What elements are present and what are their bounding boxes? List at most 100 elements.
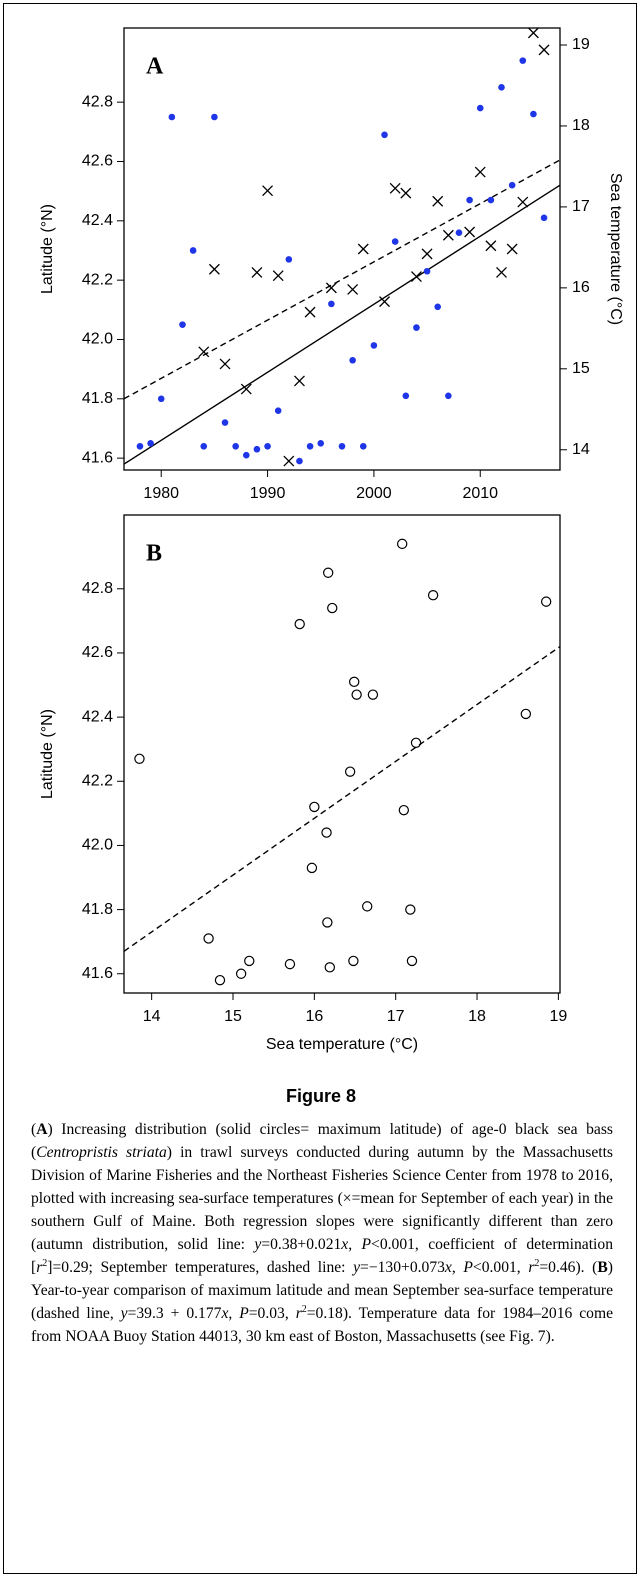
data-point [506, 243, 518, 255]
caption-text: x [444, 1259, 452, 1276]
data-point [232, 442, 239, 450]
data-point [214, 974, 226, 986]
data-point [244, 955, 255, 967]
data-point [410, 737, 422, 748]
y-tick-label: 42.6 [82, 153, 113, 170]
caption-text: , [228, 1305, 240, 1322]
data-point [253, 445, 261, 453]
data-point [283, 455, 295, 467]
data-point [338, 442, 346, 450]
caption-text: ) in trawl surveys conducted during autu… [31, 1144, 613, 1253]
y2-tick-label: 15 [572, 360, 590, 377]
x-tick-label: 2000 [356, 485, 392, 502]
data-point [208, 263, 220, 275]
data-point [402, 392, 410, 400]
caption-text: P [463, 1259, 473, 1276]
data-point [349, 356, 356, 364]
data-point [519, 57, 527, 64]
y2-tick-label: 19 [572, 36, 590, 53]
caption-text: <0.001, coefficient of determination [ [31, 1236, 613, 1276]
data-point [466, 196, 473, 204]
data-point [219, 358, 231, 370]
data-point [538, 44, 550, 56]
data-point [157, 395, 165, 403]
panel-label: B [146, 541, 162, 567]
data-point [347, 284, 359, 295]
data-point [487, 196, 495, 204]
y-tick-label: 42.0 [82, 837, 113, 854]
caption: (A) Increasing distribution (solid circl… [31, 1118, 613, 1348]
caption-text: , [348, 1236, 362, 1253]
data-point [272, 270, 284, 282]
y-tick-label: 42.0 [82, 331, 113, 348]
data-point [434, 303, 442, 311]
data-point [413, 324, 420, 331]
regression-line [123, 159, 561, 400]
data-point [527, 27, 539, 39]
data-point [398, 804, 410, 816]
caption-text: P [361, 1236, 372, 1253]
data-point [317, 440, 325, 447]
caption-text: r [36, 1259, 43, 1276]
data-point [423, 267, 431, 275]
caption-text: P [239, 1305, 249, 1322]
x-tick-label: 19 [549, 1008, 567, 1025]
data-point [240, 383, 252, 395]
data-point [211, 113, 218, 121]
y-axis-label: Latitude (°N) [39, 709, 56, 799]
data-point [344, 766, 356, 777]
y-axis-label: Latitude (°N) [39, 204, 56, 294]
caption-text: x [341, 1236, 349, 1253]
y2-tick-label: 17 [572, 198, 590, 215]
figure-label: Figure 8 [285, 1086, 356, 1106]
regression-line [123, 184, 561, 465]
data-point [304, 306, 316, 318]
caption-text: 2 [42, 1257, 48, 1269]
data-point [400, 187, 412, 199]
data-point [379, 296, 390, 308]
data-point [348, 955, 359, 967]
data-point [264, 442, 271, 450]
data-point [198, 346, 210, 358]
y2-tick-label: 18 [572, 117, 590, 134]
data-point [427, 590, 439, 601]
data-point [349, 676, 360, 688]
x-tick-label: 15 [224, 1008, 242, 1025]
data-point [284, 958, 296, 970]
x-tick-label: 2010 [462, 485, 498, 502]
caption-text: ]=0.29; September temperatures, dashed l… [47, 1259, 354, 1276]
data-point [179, 321, 186, 328]
x-tick-label: 1990 [250, 485, 286, 502]
data-point [134, 753, 145, 765]
data-point [520, 708, 532, 720]
y-tick-label: 42.4 [82, 708, 113, 725]
caption-text: y [353, 1259, 361, 1276]
data-point [294, 375, 305, 387]
data-point [147, 440, 154, 447]
data-point [389, 182, 401, 194]
y2-axis-label: Sea temperature (°C) [607, 173, 624, 325]
panel-label: A [146, 54, 164, 80]
data-point [136, 442, 144, 450]
caption-text: r [528, 1259, 535, 1276]
caption-text: =0.38+0.021 [261, 1236, 342, 1253]
data-point [508, 181, 516, 189]
data-point [530, 110, 537, 118]
y-tick-label: 41.8 [82, 901, 113, 918]
caption-text: 2 [301, 1303, 307, 1315]
caption-text: =0.46). ( [539, 1259, 598, 1276]
data-point [540, 596, 552, 607]
data-point [381, 131, 388, 139]
data-point [324, 962, 335, 973]
data-point [262, 185, 274, 197]
data-point [351, 689, 362, 700]
data-point [476, 104, 484, 112]
x-tick-label: 17 [387, 1008, 405, 1025]
x-tick-label: 18 [468, 1008, 486, 1025]
data-point [285, 256, 293, 263]
caption-text: x [221, 1305, 229, 1322]
data-point [306, 442, 314, 450]
data-point [322, 917, 333, 928]
y-tick-label: 41.6 [82, 965, 113, 982]
